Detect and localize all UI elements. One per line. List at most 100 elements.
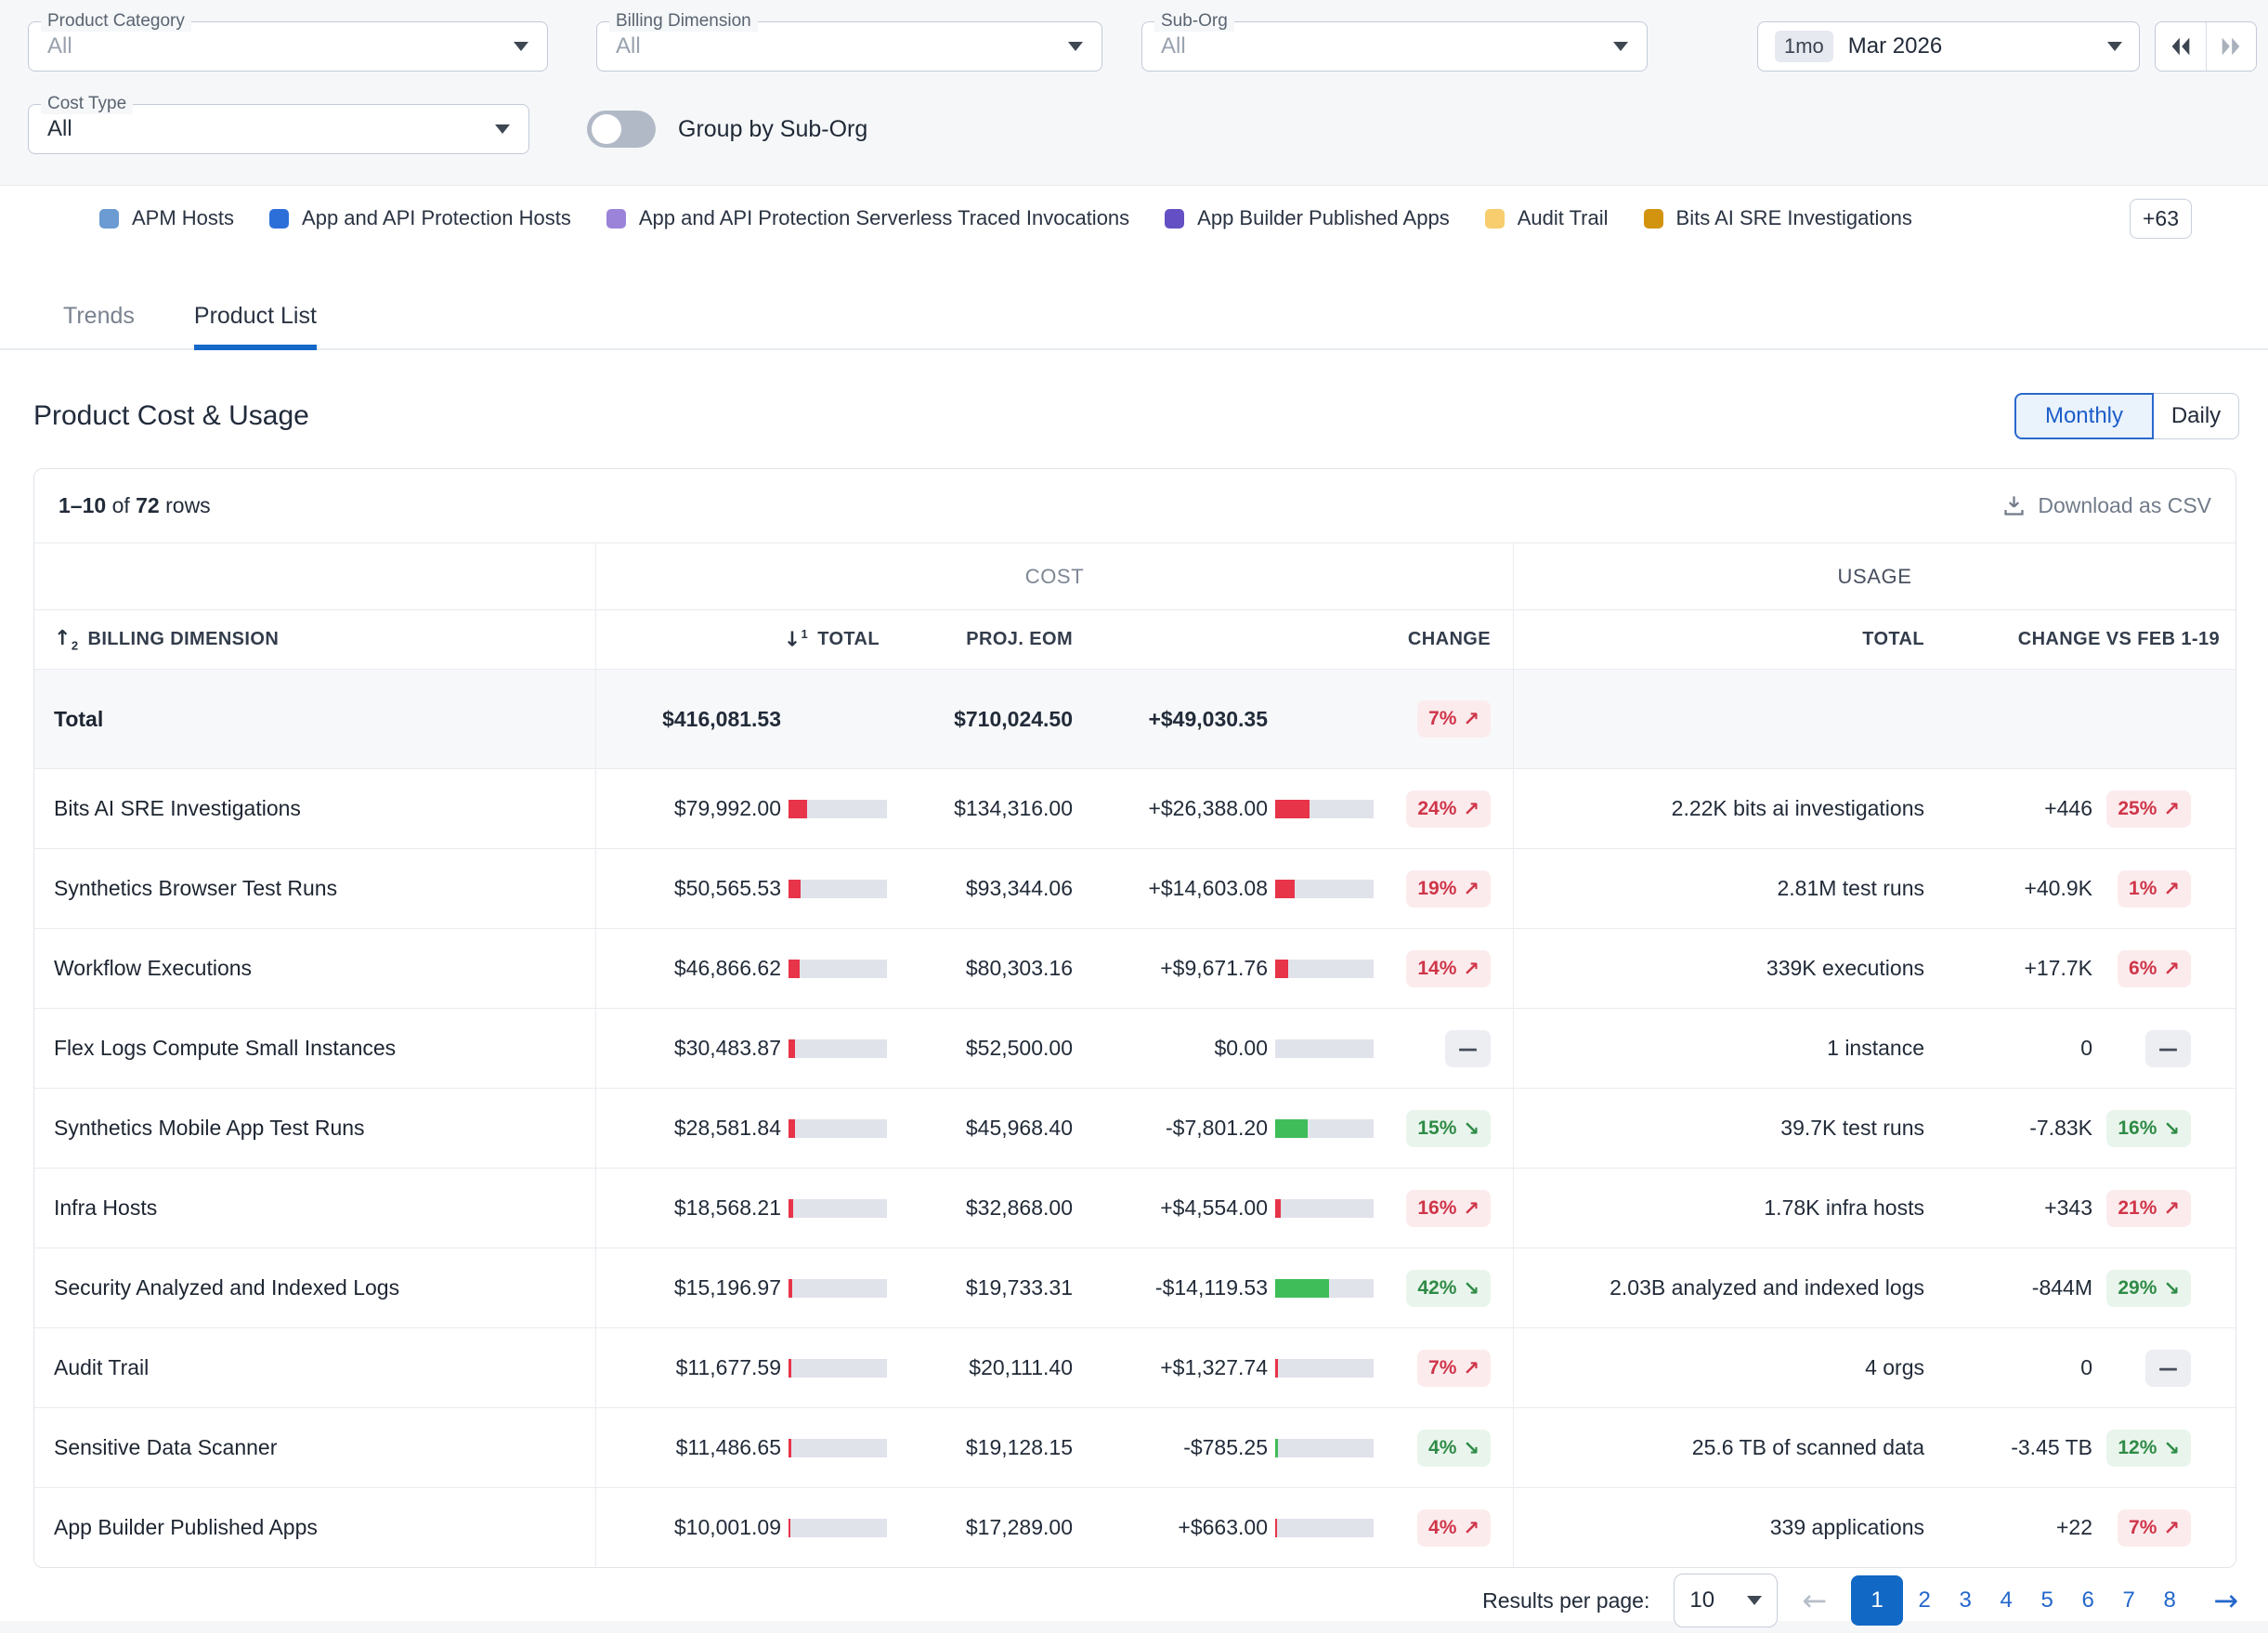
usage-change-badge-cell: — bbox=[2092, 1009, 2235, 1088]
cost-change-cell: +$1,327.74 bbox=[1160, 1355, 1268, 1379]
mini-bar bbox=[1275, 1039, 1374, 1058]
proj-eom-cell: $32,868.00 bbox=[965, 1195, 1073, 1220]
sub-org-select[interactable]: Sub-Org All bbox=[1141, 11, 1648, 72]
trend-down-icon: ↘ bbox=[1463, 1436, 1479, 1459]
tab-product-list[interactable]: Product List bbox=[193, 303, 317, 350]
column-header-usage-total[interactable]: TOTAL bbox=[1513, 610, 1924, 669]
cost-change-cell: $0.00 bbox=[1214, 1036, 1268, 1060]
double-chevron-left-icon bbox=[2171, 37, 2190, 56]
usage-total-cell bbox=[1513, 670, 1924, 768]
legend-items: APM Hosts App and API Protection Hosts App… bbox=[99, 206, 1912, 230]
daily-button[interactable]: Daily bbox=[2154, 393, 2239, 439]
date-prev-button[interactable] bbox=[2156, 22, 2206, 71]
trend-up-icon: ↗ bbox=[2163, 1516, 2180, 1539]
usage-change-cell: +446 bbox=[2044, 796, 2092, 820]
previous-page-button[interactable]: ← bbox=[1802, 1583, 1828, 1618]
legend-item[interactable]: App and API Protection Serverless Traced… bbox=[606, 206, 1129, 230]
rows-total: 72 bbox=[136, 493, 160, 517]
column-header-proj-eom[interactable]: PROJ. EOM bbox=[966, 629, 1073, 649]
usage-change-badge: 16% ↘ bbox=[2106, 1109, 2191, 1147]
usage-change-cell: +17.7K bbox=[2024, 956, 2092, 980]
billing-dimension-cell: Audit Trail bbox=[54, 1355, 150, 1379]
mini-bar bbox=[1275, 959, 1374, 978]
cost-change-badge: 19% ↗ bbox=[1406, 869, 1491, 908]
badge-percent: 7% bbox=[1428, 1356, 1457, 1378]
mini-bar-fill bbox=[1275, 1518, 1278, 1537]
cost-type-value: All bbox=[47, 116, 72, 141]
column-header-cost-change[interactable]: CHANGE bbox=[1407, 629, 1491, 649]
billing-dimension-cell: Workflow Executions bbox=[54, 956, 253, 980]
billing-dimension-select[interactable]: Billing Dimension All bbox=[596, 11, 1102, 72]
cost-change-cell: -$785.25 bbox=[1183, 1435, 1268, 1459]
tab-trends[interactable]: Trends bbox=[63, 303, 135, 329]
page-button[interactable]: 8 bbox=[2163, 1587, 2176, 1613]
page-button[interactable]: 2 bbox=[1918, 1587, 1931, 1613]
usage-change-badge-cell: 29% ↘ bbox=[2092, 1248, 2235, 1327]
product-cost-table-card: 1–10 of 72 rows Download as CSV COST USA… bbox=[33, 468, 2236, 1568]
billing-dimension-cell: Total bbox=[54, 706, 104, 731]
table-row: Audit Trail $11,677.59 $20,111.40 +$1,327.7… bbox=[34, 1327, 2235, 1407]
download-csv-button[interactable]: Download as CSV bbox=[2001, 493, 2211, 518]
legend-item[interactable]: Bits AI SRE Investigations bbox=[1643, 206, 1912, 230]
legend-item[interactable]: App and API Protection Hosts bbox=[269, 206, 571, 230]
badge-percent: 12% bbox=[2118, 1436, 2157, 1458]
mini-bar-fill bbox=[789, 1198, 794, 1218]
cost-change-badge-cell: 42% ↘ bbox=[1374, 1248, 1513, 1327]
group-by-sub-org-toggle[interactable] bbox=[587, 111, 656, 148]
table-column-header: ↑2 BILLING DIMENSION ↓1 TOTAL PROJ. EOM … bbox=[34, 610, 2235, 670]
legend-item[interactable]: App Builder Published Apps bbox=[1165, 206, 1450, 230]
flat-dash-icon: — bbox=[1458, 1037, 1478, 1060]
cost-total-cell: $416,081.53 bbox=[595, 670, 781, 768]
cost-change-cell: +$663.00 bbox=[1178, 1515, 1268, 1539]
cost-change-badge: — bbox=[1445, 1029, 1491, 1067]
cost-total-cell: $79,992.00 bbox=[595, 769, 781, 848]
page-button[interactable]: 3 bbox=[1959, 1587, 1972, 1613]
mini-bar-fill bbox=[789, 1438, 792, 1457]
monthly-button[interactable]: Monthly bbox=[2014, 393, 2154, 439]
legend-item[interactable]: APM Hosts bbox=[99, 206, 234, 230]
cost-change-bar-cell bbox=[1268, 670, 1374, 768]
legend-item[interactable]: Audit Trail bbox=[1484, 206, 1609, 230]
legend-swatch-icon bbox=[1643, 208, 1663, 229]
chevron-down-icon bbox=[2107, 42, 2122, 51]
usage-change-badge: — bbox=[2145, 1349, 2191, 1387]
page-button[interactable]: 5 bbox=[2040, 1587, 2053, 1613]
cost-change-badge-cell: — bbox=[1374, 1009, 1513, 1088]
product-category-select[interactable]: Product Category All bbox=[28, 11, 548, 72]
cost-type-select[interactable]: Cost Type All bbox=[28, 94, 529, 154]
page-button[interactable]: 1 bbox=[1851, 1575, 1904, 1626]
column-header-usage-change[interactable]: CHANGE VS FEB 1-19 bbox=[2017, 629, 2220, 649]
usage-change-badge-cell bbox=[2092, 670, 2235, 768]
rows-range: 1–10 bbox=[59, 493, 107, 517]
next-page-button[interactable]: → bbox=[2213, 1583, 2238, 1618]
results-per-page-select[interactable]: 10 bbox=[1674, 1574, 1779, 1627]
page-button[interactable]: 4 bbox=[2000, 1587, 2013, 1613]
cost-change-badge: 4% ↘ bbox=[1417, 1429, 1491, 1467]
cost-change-badge-cell: 14% ↗ bbox=[1374, 929, 1513, 1008]
mini-bar-fill bbox=[789, 1118, 796, 1138]
cost-change-badge-cell: 19% ↗ bbox=[1374, 849, 1513, 928]
mini-bar bbox=[1275, 1198, 1374, 1218]
date-nav bbox=[2155, 21, 2257, 72]
cost-total-bar-cell bbox=[781, 1009, 887, 1088]
mini-bar bbox=[789, 959, 887, 978]
cost-change-bar-cell bbox=[1268, 1009, 1374, 1088]
page-button[interactable]: 7 bbox=[2122, 1587, 2135, 1613]
trend-up-icon: ↗ bbox=[1463, 1516, 1479, 1539]
mini-bar bbox=[1275, 879, 1374, 898]
legend-overflow-badge[interactable]: +63 bbox=[2129, 198, 2192, 239]
cost-total-cell: $11,677.59 bbox=[595, 1328, 781, 1407]
proj-eom-cell: $20,111.40 bbox=[969, 1355, 1073, 1379]
cost-change-badge-cell: 15% ↘ bbox=[1374, 1089, 1513, 1168]
date-range-picker[interactable]: 1mo Mar 2026 bbox=[1757, 21, 2140, 72]
column-header-billing-dimension[interactable]: ↑2 BILLING DIMENSION bbox=[54, 626, 280, 653]
page-button[interactable]: 6 bbox=[2081, 1587, 2094, 1613]
column-header-cost-total[interactable]: ↓1 TOTAL bbox=[595, 610, 887, 669]
chevron-down-icon bbox=[495, 124, 510, 134]
cost-total-bar-cell bbox=[781, 769, 887, 848]
usage-total-cell: 2.22K bits ai investigations bbox=[1513, 769, 1924, 848]
legend-swatch-icon bbox=[1165, 208, 1185, 229]
date-next-button[interactable] bbox=[2205, 22, 2257, 71]
download-icon bbox=[2004, 496, 2024, 516]
billing-dimension-cell: Sensitive Data Scanner bbox=[54, 1435, 278, 1459]
